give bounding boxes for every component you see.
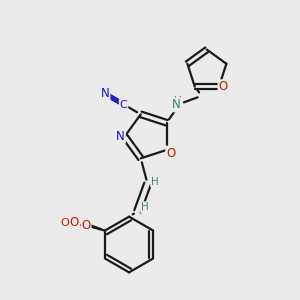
- Text: N: N: [116, 130, 125, 143]
- Text: C: C: [120, 100, 128, 110]
- Text: H: H: [151, 177, 159, 187]
- Text: O: O: [166, 147, 176, 160]
- Text: N: N: [172, 98, 181, 111]
- Text: H: H: [141, 202, 149, 212]
- Text: O: O: [70, 216, 79, 229]
- Text: O: O: [81, 219, 91, 232]
- Text: O: O: [60, 218, 69, 228]
- Text: N: N: [101, 87, 110, 100]
- Text: O: O: [218, 80, 228, 93]
- Text: H: H: [174, 96, 182, 106]
